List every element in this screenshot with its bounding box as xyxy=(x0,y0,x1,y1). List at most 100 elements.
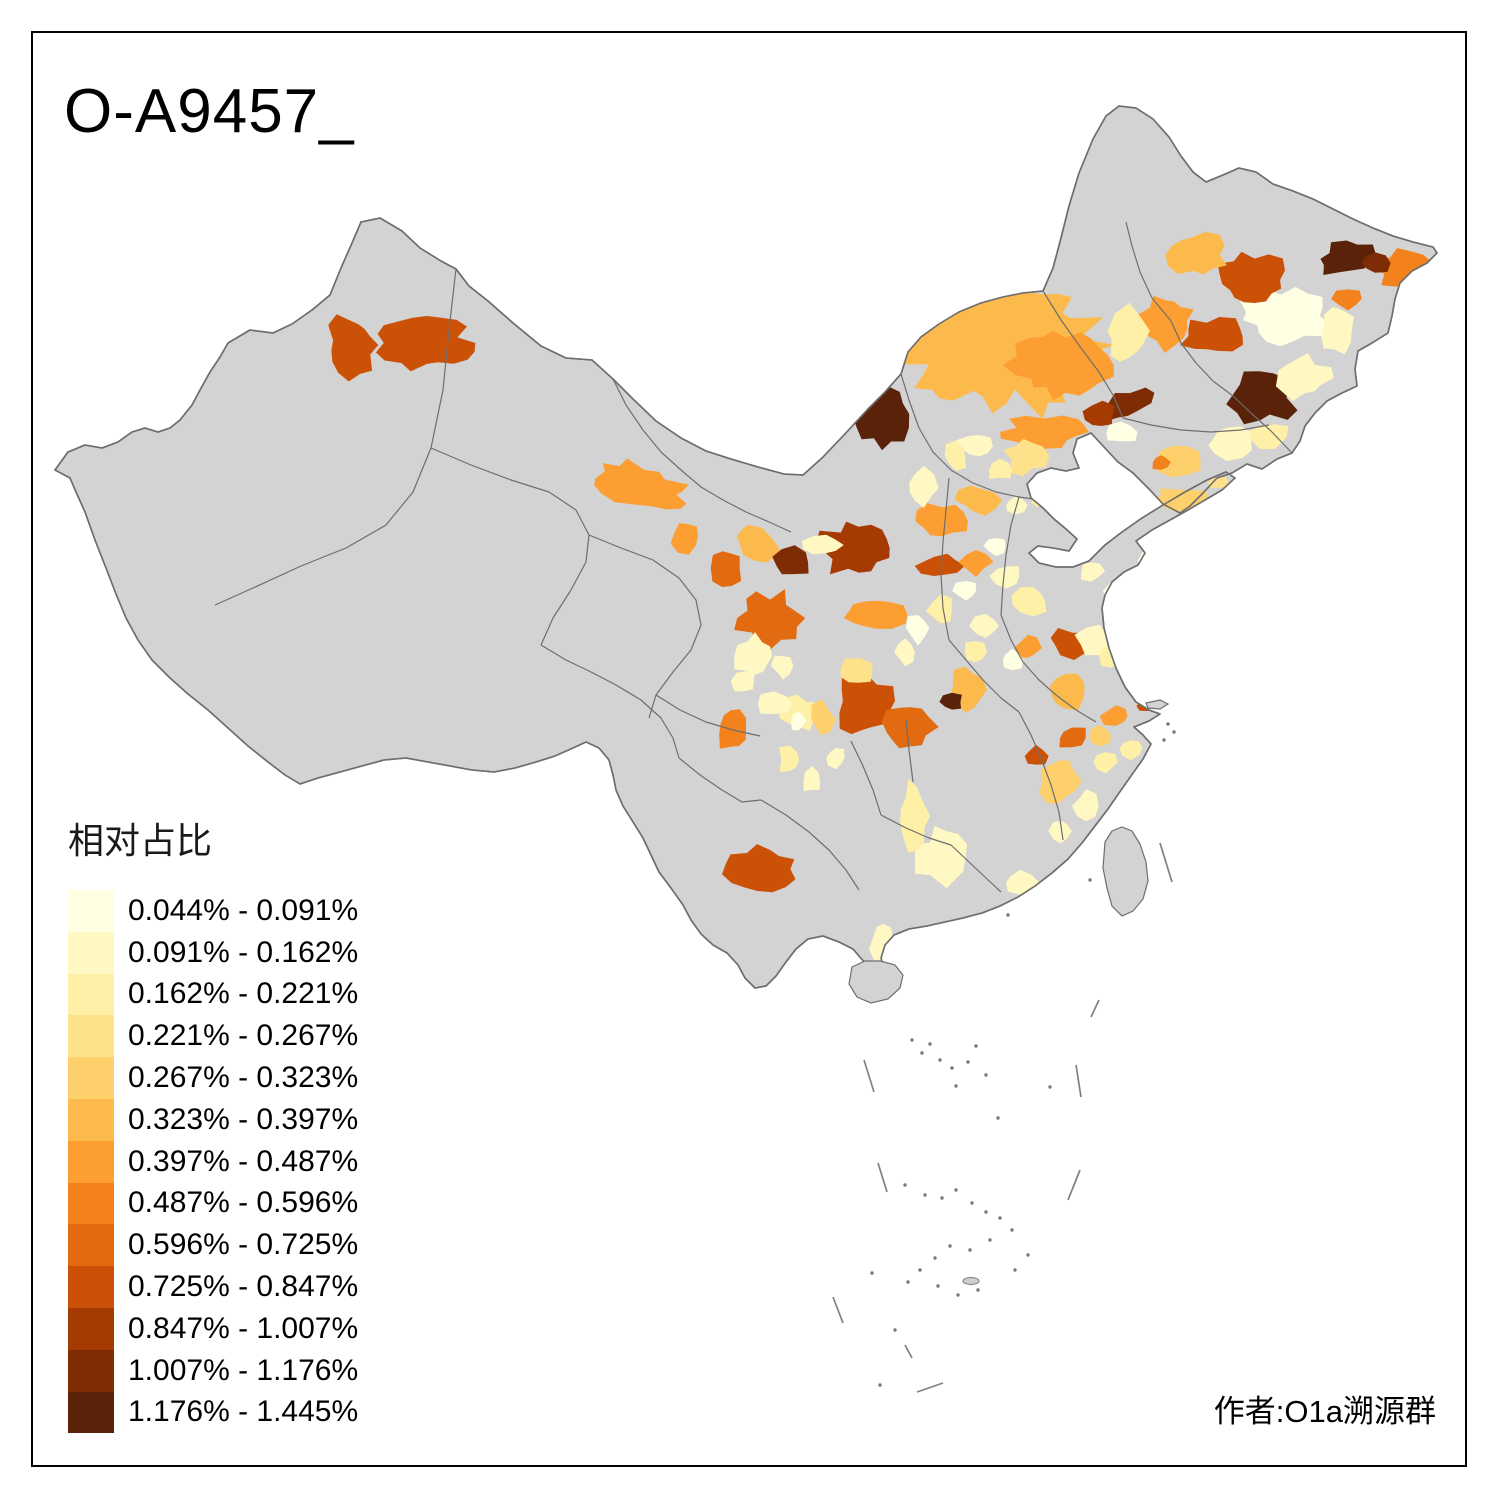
legend-swatch xyxy=(68,1057,114,1099)
region-patch xyxy=(1099,705,1128,726)
legend-swatch xyxy=(68,1098,114,1141)
legend-swatch xyxy=(68,1015,114,1058)
region-patch xyxy=(1138,295,1194,353)
region-patch xyxy=(1093,752,1118,774)
region-patch xyxy=(1014,634,1042,658)
region-patch xyxy=(881,707,939,749)
region-patch xyxy=(843,600,908,629)
region-patch xyxy=(1320,240,1376,275)
legend-item: 0.162% - 0.221% xyxy=(68,973,359,1016)
region-patch xyxy=(964,641,988,663)
legend-bin-label: 0.847% - 1.007% xyxy=(128,1311,359,1345)
legend-bin-label: 0.596% - 0.725% xyxy=(128,1228,359,1262)
region-patch xyxy=(1080,562,1106,582)
legend-swatch xyxy=(68,1224,114,1267)
region-patch xyxy=(1024,744,1049,765)
region-patch xyxy=(375,316,476,372)
region-patch xyxy=(791,711,807,731)
region-patch xyxy=(1107,302,1150,362)
region-patch xyxy=(1003,438,1050,477)
region-patch xyxy=(914,553,965,576)
legend-items: 0.044% - 0.091% 0.091% - 0.162% 0.162% - 0… xyxy=(68,890,359,1434)
region-patch xyxy=(801,534,844,555)
legend-item: 1.007% - 1.176% xyxy=(68,1349,359,1392)
legend-bin-label: 0.267% - 0.323% xyxy=(128,1061,359,1095)
legend-bin-label: 0.091% - 0.162% xyxy=(128,935,359,969)
island xyxy=(1102,826,1149,917)
region-patch xyxy=(1011,586,1047,617)
region-patch xyxy=(803,766,821,792)
region-patch xyxy=(594,458,689,510)
island xyxy=(848,960,904,1004)
region-patch xyxy=(816,521,890,575)
region-patch xyxy=(1082,400,1115,426)
legend-swatch xyxy=(68,1307,114,1350)
region-patch xyxy=(955,435,993,457)
legend-bin-label: 0.725% - 0.847% xyxy=(128,1270,359,1304)
legend-item: 0.596% - 0.725% xyxy=(68,1224,359,1267)
region-patch xyxy=(969,613,999,638)
region-patch xyxy=(954,485,1003,516)
legend-bin-label: 1.007% - 1.176% xyxy=(128,1353,359,1387)
legend-bin-label: 0.397% - 0.487% xyxy=(128,1144,359,1178)
region-patch xyxy=(1152,455,1171,470)
region-patch xyxy=(1039,760,1083,805)
legend-bin-label: 1.176% - 1.445% xyxy=(128,1395,359,1429)
region-patch xyxy=(1137,548,1173,573)
region-patch xyxy=(722,844,796,893)
region-patch xyxy=(1361,252,1391,273)
region-patch xyxy=(1165,231,1227,275)
legend-item: 0.847% - 1.007% xyxy=(68,1307,359,1350)
region-patch xyxy=(905,615,930,646)
region-patch xyxy=(736,524,782,563)
region-patch xyxy=(779,745,800,772)
region-patch xyxy=(1049,673,1085,711)
region-patch xyxy=(989,458,1012,479)
region-patch xyxy=(1217,251,1285,303)
legend-item: 0.487% - 0.596% xyxy=(68,1182,359,1225)
region-patch xyxy=(952,581,977,601)
region-patch xyxy=(772,545,809,575)
legend-title: 相对占比 xyxy=(68,820,213,861)
region-patches xyxy=(328,231,1437,964)
region-patch xyxy=(939,692,962,710)
legend-item: 0.725% - 0.847% xyxy=(68,1266,358,1308)
region-patch xyxy=(893,638,915,667)
region-patch xyxy=(925,593,952,624)
legend-swatch xyxy=(68,1182,114,1225)
national-boundary xyxy=(54,105,1438,989)
region-patch xyxy=(1119,740,1143,761)
region-patch xyxy=(757,691,793,714)
region-patch xyxy=(1089,725,1111,747)
legend-bin-label: 0.162% - 0.221% xyxy=(128,977,359,1011)
legend-bin-label: 0.044% - 0.091% xyxy=(128,893,359,927)
legend-item: 0.323% - 0.397% xyxy=(68,1098,359,1141)
region-patch xyxy=(1071,789,1099,822)
region-patch xyxy=(1249,424,1289,450)
region-patch xyxy=(719,709,746,749)
legend-swatch xyxy=(68,890,114,932)
legend-swatch xyxy=(68,1266,114,1308)
region-patch xyxy=(1208,426,1252,461)
region-patch xyxy=(811,698,836,736)
legend-bin-label: 0.323% - 0.397% xyxy=(128,1102,359,1136)
region-patch xyxy=(840,658,873,683)
region-patch xyxy=(1207,476,1229,488)
legend-bin-label: 0.487% - 0.596% xyxy=(128,1186,359,1220)
legend-item: 0.267% - 0.323% xyxy=(68,1057,358,1099)
page-title: O-A9457_ xyxy=(64,77,355,146)
region-patch xyxy=(915,503,968,537)
region-patch xyxy=(944,440,967,471)
legend-item: 1.176% - 1.445% xyxy=(68,1391,359,1434)
region-patch xyxy=(909,465,939,508)
province-borders xyxy=(214,221,1293,893)
region-patch xyxy=(958,550,994,577)
region-patch xyxy=(770,655,794,680)
legend-swatch xyxy=(68,1391,114,1434)
region-patch xyxy=(914,825,968,889)
legend-bin-label: 0.221% - 0.267% xyxy=(128,1019,359,1053)
region-patch xyxy=(734,632,773,675)
region-patch xyxy=(1331,289,1362,311)
